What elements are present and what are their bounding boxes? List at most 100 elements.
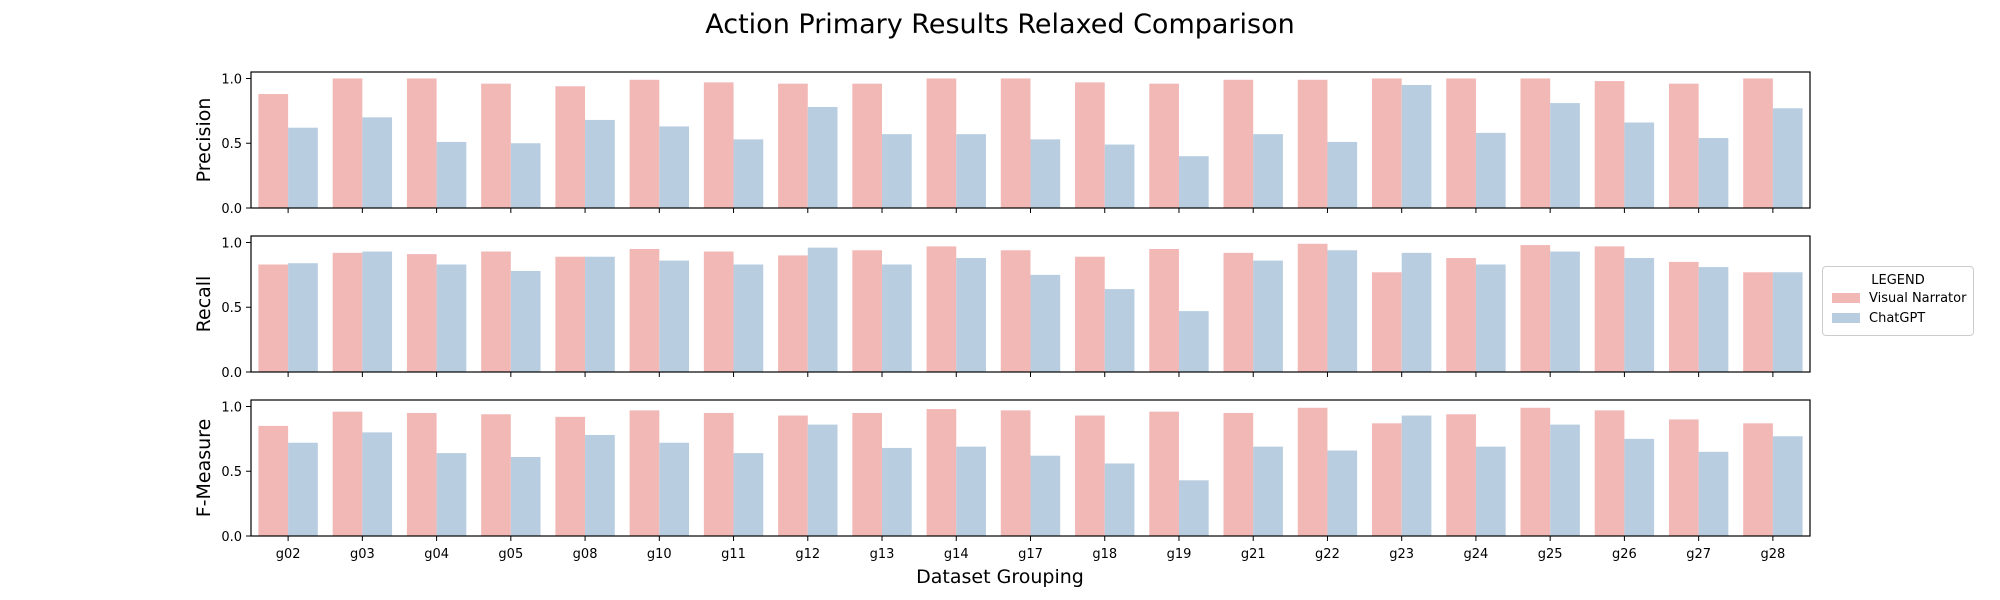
x-tick-label: g21 — [1241, 547, 1266, 562]
bar-f-measure-g19-visual-narrator — [1149, 411, 1179, 536]
bar-f-measure-g17-visual-narrator — [1000, 410, 1031, 536]
x-axis-label: Dataset Grouping — [916, 566, 1084, 588]
bar-f-measure-g24-chatgpt — [1475, 446, 1506, 536]
bar-recall-g02-visual-narrator — [258, 264, 289, 372]
bar-f-measure-g22-chatgpt — [1327, 450, 1358, 536]
legend-swatch-visual-narrator — [1832, 293, 1860, 303]
legend-swatch-chatgpt — [1832, 313, 1860, 323]
legend-label-visual-narrator: Visual Narrator — [1869, 290, 1967, 306]
bar-recall-g28-visual-narrator — [1743, 272, 1773, 372]
bar-recall-g13-chatgpt — [882, 264, 912, 372]
y-tick-label: 1.0 — [221, 400, 242, 415]
bar-f-measure-g25-visual-narrator — [1520, 407, 1551, 536]
bar-precision-g28-visual-narrator — [1743, 78, 1773, 208]
bar-f-measure-g04-visual-narrator — [406, 412, 437, 536]
bar-recall-g11-chatgpt — [733, 264, 764, 372]
bar-recall-g04-visual-narrator — [406, 254, 437, 372]
bar-f-measure-g17-chatgpt — [1030, 455, 1061, 536]
bar-precision-g22-visual-narrator — [1297, 79, 1328, 209]
bar-f-measure-g10-chatgpt — [659, 442, 690, 536]
bar-recall-g23-chatgpt — [1401, 252, 1432, 372]
legend-entry-chatgpt: ChatGPT — [1832, 308, 1973, 328]
bar-recall-g08-chatgpt — [585, 256, 615, 372]
bar-f-measure-g23-chatgpt — [1401, 415, 1432, 536]
bar-recall-g17-visual-narrator — [1000, 250, 1031, 372]
x-tick-label: g12 — [795, 547, 820, 562]
chart-legend: LEGEND Visual Narrator ChatGPT — [1822, 266, 1974, 336]
bar-precision-g18-visual-narrator — [1075, 82, 1105, 208]
x-tick-label: g17 — [1018, 547, 1043, 562]
bar-f-measure-g02-visual-narrator — [258, 425, 289, 536]
bar-f-measure-g10-visual-narrator — [629, 410, 660, 536]
bar-precision-g14-chatgpt — [956, 134, 986, 208]
legend-entry-visual-narrator: Visual Narrator — [1832, 288, 1973, 308]
bar-recall-g04-chatgpt — [436, 264, 467, 372]
y-tick-label: 0.0 — [221, 366, 242, 381]
bar-f-measure-g11-visual-narrator — [703, 412, 734, 536]
bar-recall-g25-chatgpt — [1550, 251, 1580, 372]
bar-f-measure-g18-visual-narrator — [1075, 415, 1105, 536]
bar-recall-g13-visual-narrator — [852, 250, 883, 372]
x-tick-label: g04 — [424, 547, 449, 562]
chart-title: Action Primary Results Relaxed Compariso… — [705, 9, 1294, 40]
bar-precision-g27-visual-narrator — [1668, 83, 1699, 208]
bar-precision-g05-visual-narrator — [481, 83, 511, 208]
bar-recall-g10-visual-narrator — [629, 248, 660, 372]
y-tick-label: 0.0 — [221, 202, 242, 217]
bar-recall-g19-chatgpt — [1178, 311, 1209, 372]
bar-recall-g24-chatgpt — [1475, 264, 1506, 372]
bar-recall-g27-chatgpt — [1698, 267, 1729, 372]
bar-recall-g17-chatgpt — [1030, 274, 1061, 372]
bar-recall-g10-chatgpt — [659, 260, 690, 372]
bar-f-measure-g03-chatgpt — [362, 432, 393, 536]
bar-precision-g05-chatgpt — [510, 143, 541, 208]
bar-recall-g08-visual-narrator — [555, 256, 586, 372]
bar-precision-g12-chatgpt — [807, 106, 838, 208]
bar-f-measure-g05-visual-narrator — [481, 414, 511, 536]
bar-precision-g04-visual-narrator — [406, 78, 437, 208]
bar-precision-g02-chatgpt — [288, 127, 318, 208]
bar-f-measure-g18-chatgpt — [1104, 463, 1135, 536]
bar-recall-g03-visual-narrator — [332, 252, 363, 372]
bar-precision-g10-visual-narrator — [629, 79, 660, 209]
x-tick-label: g14 — [944, 547, 969, 562]
bar-precision-g04-chatgpt — [436, 141, 467, 208]
legend-label-chatgpt: ChatGPT — [1869, 310, 1926, 326]
x-tick-label: g03 — [350, 547, 375, 562]
bar-f-measure-g27-chatgpt — [1698, 451, 1729, 536]
bar-precision-g19-visual-narrator — [1149, 83, 1179, 208]
bar-precision-g27-chatgpt — [1698, 138, 1729, 208]
bar-f-measure-g08-visual-narrator — [555, 416, 586, 536]
x-tick-label: g02 — [276, 547, 301, 562]
bar-precision-g08-visual-narrator — [555, 86, 586, 208]
bar-f-measure-g23-visual-narrator — [1371, 423, 1402, 536]
bar-recall-g03-chatgpt — [362, 251, 393, 372]
y-axis-label-f-measure: F-Measure — [193, 419, 215, 518]
bar-recall-g14-chatgpt — [956, 258, 986, 372]
x-tick-label: g19 — [1167, 547, 1192, 562]
bar-recall-g12-visual-narrator — [778, 255, 808, 372]
bar-f-measure-g03-visual-narrator — [332, 411, 363, 536]
bar-precision-g02-visual-narrator — [258, 94, 289, 208]
x-tick-label: g11 — [721, 547, 746, 562]
bar-recall-g19-visual-narrator — [1149, 248, 1179, 372]
bar-f-measure-g14-visual-narrator — [926, 409, 957, 536]
bar-precision-g17-chatgpt — [1030, 139, 1061, 208]
bar-recall-g05-chatgpt — [510, 270, 541, 372]
bar-precision-g21-chatgpt — [1253, 134, 1283, 208]
x-tick-label: g22 — [1315, 547, 1340, 562]
bar-precision-g03-visual-narrator — [332, 78, 363, 208]
y-axis-label-recall: Recall — [193, 276, 215, 333]
bar-f-measure-g28-chatgpt — [1772, 436, 1803, 536]
bar-precision-g22-chatgpt — [1327, 141, 1358, 208]
bar-precision-g08-chatgpt — [585, 119, 615, 208]
bar-recall-g28-chatgpt — [1772, 272, 1803, 372]
x-tick-label: g23 — [1389, 547, 1414, 562]
x-tick-label: g08 — [573, 547, 598, 562]
x-tick-label: g10 — [647, 547, 672, 562]
bar-recall-g26-visual-narrator — [1594, 246, 1625, 372]
bar-recall-g18-visual-narrator — [1075, 256, 1105, 372]
bar-precision-g13-chatgpt — [882, 134, 912, 208]
bar-recall-g23-visual-narrator — [1371, 272, 1402, 372]
bar-precision-g25-chatgpt — [1550, 103, 1580, 208]
